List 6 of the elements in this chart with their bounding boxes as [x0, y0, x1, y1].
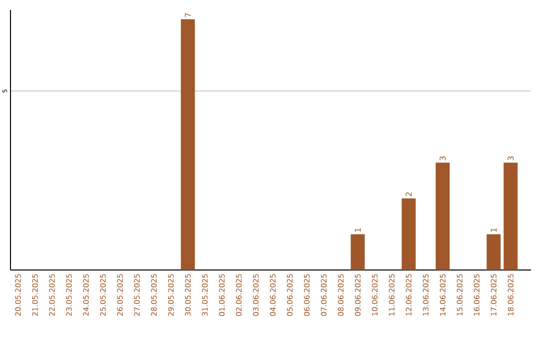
bar	[350, 234, 365, 270]
bar	[504, 162, 518, 270]
bar	[436, 162, 450, 270]
bar	[402, 198, 416, 270]
bar	[180, 19, 195, 270]
bar	[486, 234, 501, 270]
